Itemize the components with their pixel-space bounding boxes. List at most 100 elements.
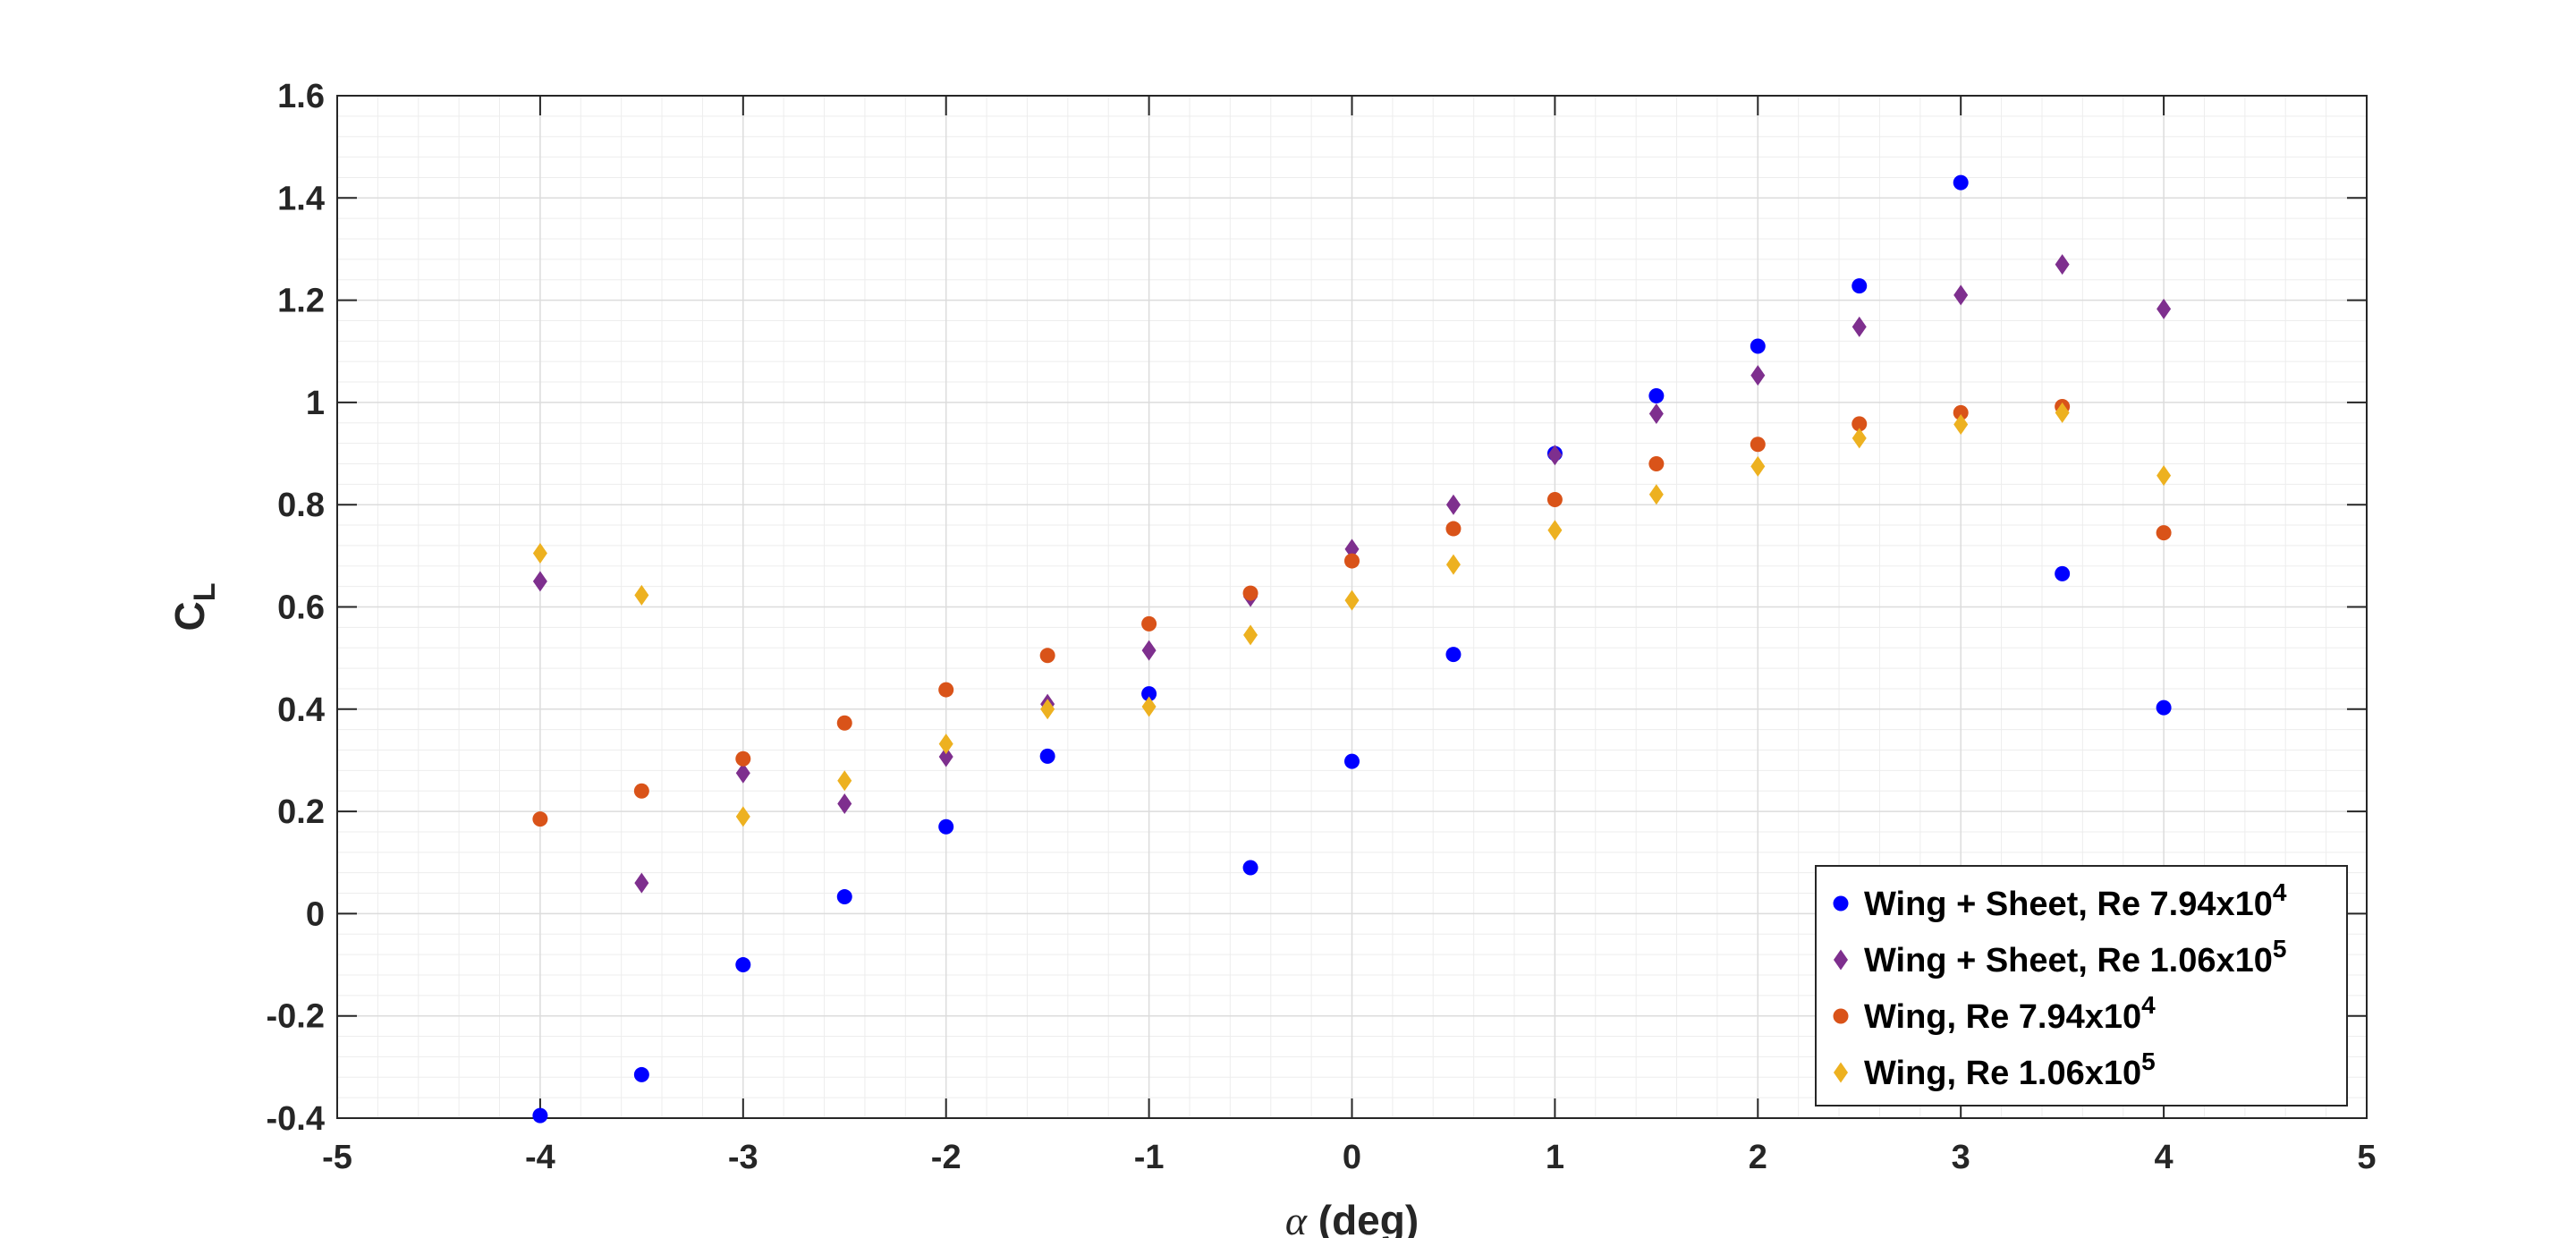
legend: Wing + Sheet, Re 7.94x104 Wing + Sheet, R… [1815,865,2348,1107]
data-point [938,682,954,698]
data-point [1750,437,1766,453]
data-point [2156,525,2172,541]
x-tick-labels: -5 -4 -3 -2 -1 0 1 2 3 4 5 [322,1139,2376,1176]
data-point [532,571,547,592]
y-axis-title-group: CL [166,582,222,631]
legend-label-superscript: 5 [2273,935,2287,962]
data-point [1953,174,1969,191]
y-tick-label: 1 [306,385,325,422]
data-point [1242,585,1258,601]
legend-entry-2: Wing + Sheet, Re 1.06x105 [1834,935,2287,979]
data-point [2055,402,2070,423]
x-axis-title-unit: (deg) [1307,1197,1419,1238]
data-point [2157,465,2172,487]
data-point [1750,455,1766,477]
legend-items: Wing + Sheet, Re 7.94x104 Wing + Sheet, R… [1833,878,2287,1092]
y-tick-label: 1.6 [277,78,325,115]
legend-marker [1834,949,1848,971]
y-tick-label: 0 [306,895,325,933]
x-tick-label: 3 [1952,1139,1970,1176]
data-markers [532,174,2172,1124]
data-point [1852,428,1867,449]
legend-label-superscript: 4 [2273,878,2287,906]
x-tick-label: -4 [525,1139,555,1176]
data-point [1445,554,1461,575]
y-axis-title-main: C [166,601,213,631]
legend-marker [1834,1062,1848,1083]
data-point [1242,860,1258,876]
data-point [938,818,954,835]
y-axis-title-subscript: L [188,582,222,601]
data-point [836,715,852,731]
data-point [938,746,953,767]
data-point [1243,624,1258,646]
data-point [1547,445,1563,466]
data-point [1141,615,1157,632]
data-point [1445,521,1462,537]
x-tick-label: -1 [1134,1139,1165,1176]
data-point [1852,416,1868,432]
y-tick-label: -0.2 [267,998,325,1036]
data-point [532,811,548,827]
y-tick-label: -0.4 [267,1100,325,1138]
data-point [1040,699,1055,720]
legend-label: Wing + Sheet, Re 1.06x105 [1864,935,2287,979]
data-point [735,762,750,784]
x-tick-label: 2 [1749,1139,1767,1176]
legend-entry-4: Wing, Re 1.06x105 [1834,1047,2156,1092]
data-point [1344,553,1360,569]
data-point [1750,365,1766,386]
data-point [633,1066,649,1082]
y-tick-label: 0.6 [277,589,325,627]
legend-label-main: Wing, Re 7.94x10 [1864,998,2141,1036]
y-tick-label: 1.4 [277,180,325,217]
data-point [1953,413,1969,435]
plot-area [336,95,2368,1124]
data-point [1039,648,1055,664]
data-point [1344,753,1360,769]
y-axis-title: CL [166,582,222,631]
data-point [1852,278,1868,294]
legend-label: Wing, Re 7.94x104 [1864,991,2156,1036]
legend-label-superscript: 5 [2141,1047,2156,1075]
data-point [2157,298,2172,319]
legend-box [1815,865,2348,1107]
data-point [1750,338,1766,354]
y-tick-labels: -0.4 -0.2 0 0.2 0.4 0.6 0.8 1 1.2 1.4 1.6 [267,78,325,1138]
data-point [2156,700,2172,716]
legend-entry-1: Wing + Sheet, Re 7.94x104 [1833,878,2287,923]
x-axis-title: α (deg) [1285,1197,1419,1238]
data-point [1445,647,1462,663]
data-point [836,889,852,905]
data-point [1547,520,1563,541]
data-point [837,770,852,792]
legend-label-main: Wing, Re 1.06x10 [1864,1055,2141,1092]
series-1-markers [532,174,2172,1124]
y-tick-label: 0.2 [277,793,325,831]
legend-marker [1833,1008,1849,1024]
data-point [1344,589,1360,611]
data-point [2055,565,2071,581]
data-point [1445,494,1461,515]
data-point [1141,640,1157,661]
legend-label: Wing + Sheet, Re 7.94x104 [1864,878,2287,923]
data-point [1953,284,1969,306]
x-tick-label: 5 [2357,1139,2376,1176]
tick-marks [336,95,2368,1119]
data-point [532,542,547,564]
y-tick-label: 0.4 [277,691,325,729]
data-point [1546,491,1563,507]
x-tick-label: -2 [931,1139,962,1176]
data-point [1648,455,1665,471]
legend-marker [1833,895,1849,912]
data-point [634,872,649,894]
data-point [634,584,649,606]
legend-entry-3: Wing, Re 7.94x104 [1833,991,2156,1036]
x-axis-title-symbol: α [1285,1198,1308,1238]
data-point [1953,404,1969,420]
legend-label: Wing, Re 1.06x105 [1864,1047,2156,1092]
data-point [633,783,649,799]
legend-label-superscript: 4 [2141,991,2156,1019]
